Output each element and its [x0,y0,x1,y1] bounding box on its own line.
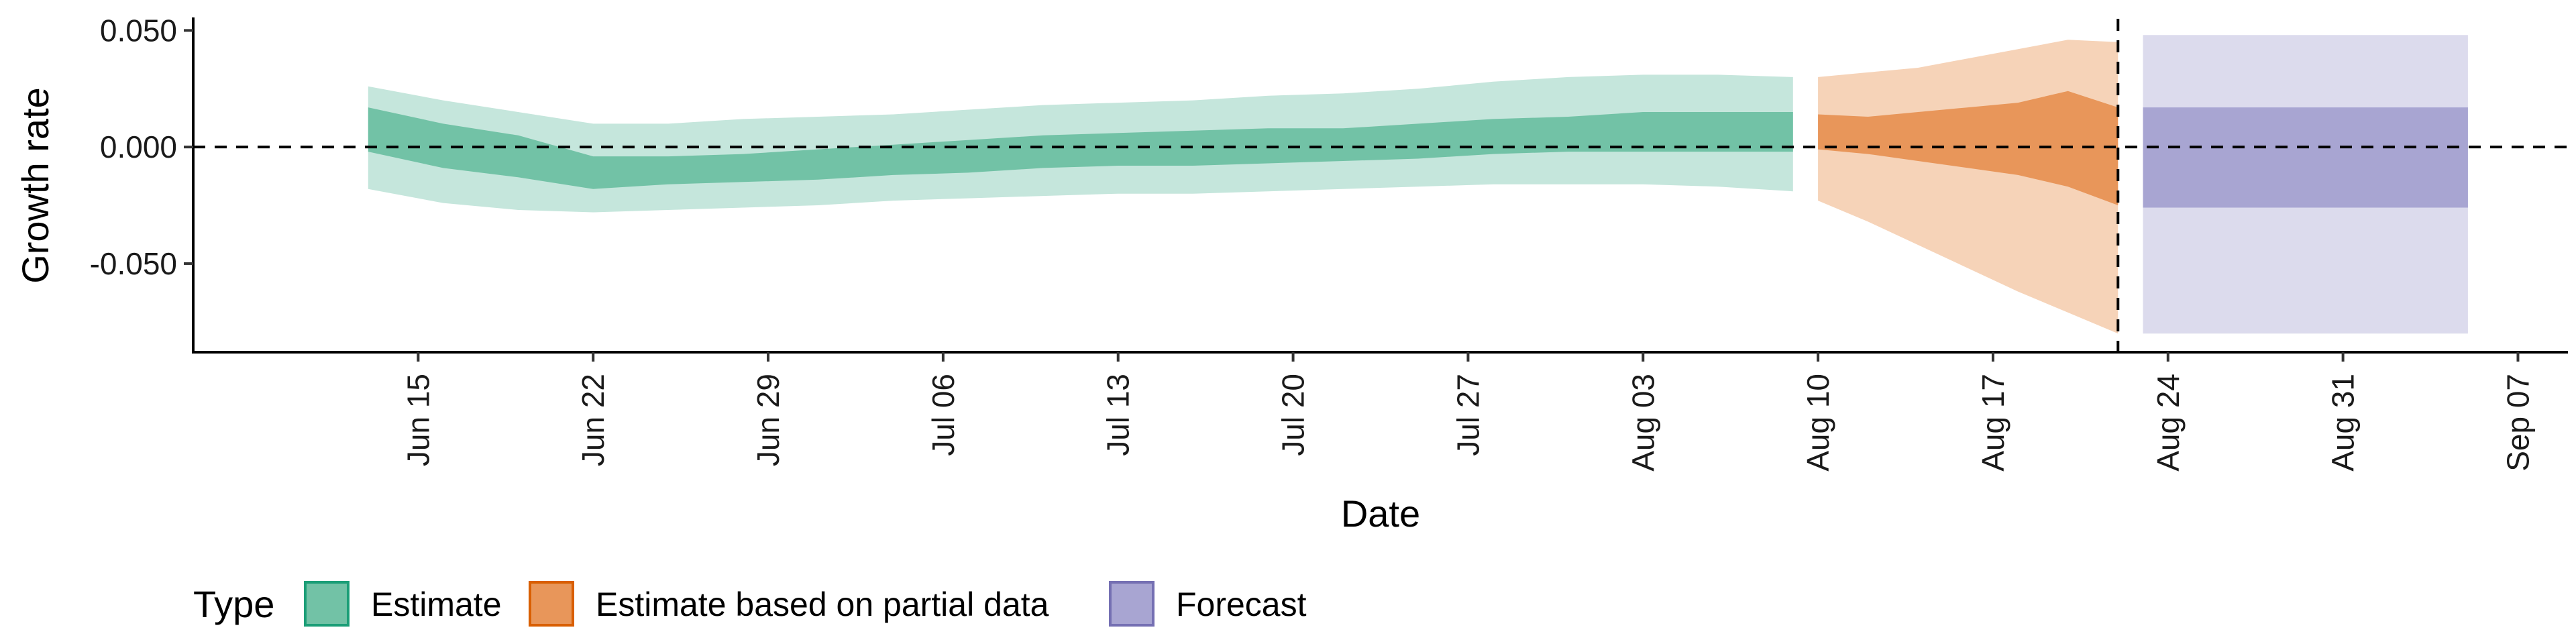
legend-label: Estimate [371,586,502,623]
x-tick-label: Jun 15 [400,374,435,466]
x-tick-label: Jul 06 [926,374,961,456]
x-tick-label: Sep 07 [2500,374,2535,472]
x-tick-label: Jun 22 [576,374,610,466]
legend-key [1109,581,1155,627]
x-axis-title: Date [1341,492,1420,535]
x-tick-label: Aug 31 [2326,374,2361,472]
legend-label: Estimate based on partial data [596,586,1049,623]
band-inner-forecast [2143,107,2468,208]
x-tick-label: Jul 13 [1101,374,1136,456]
x-tick-label: Aug 10 [1801,374,1835,472]
x-tick-label: Aug 17 [1976,374,2010,472]
legend-key [304,581,350,627]
legend-key [529,581,574,627]
x-tick-label: Jul 27 [1450,374,1485,456]
x-tick-label: Aug 24 [2151,374,2186,472]
y-tick-label: -0.050 [90,246,177,281]
y-tick-label: 0.000 [100,129,177,164]
legend-label: Forecast [1176,586,1307,623]
band-inner-estimate-based-on-partial-data [1818,91,2118,205]
y-axis-title: Growth rate [14,87,56,284]
x-tick-label: Aug 03 [1625,374,1660,472]
x-tick-label: Jul 20 [1276,374,1311,456]
y-tick-label: 0.050 [100,13,177,48]
x-tick-label: Jun 29 [751,374,786,466]
legend-title: Type [193,583,274,625]
